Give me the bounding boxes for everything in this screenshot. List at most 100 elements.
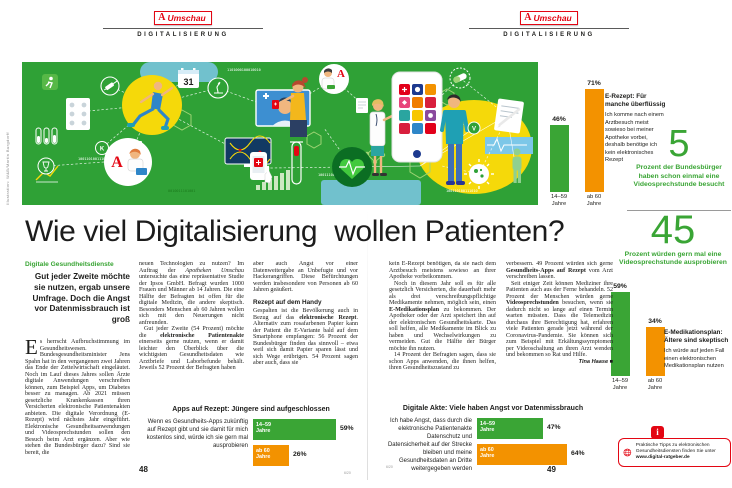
bar-group-ab-60: 34% ab 60 Jahre bbox=[641, 284, 669, 391]
logo-a-icon: A bbox=[524, 12, 532, 23]
chart-e-rezept: 46% 14–59 Jahre 71% ab 60 Jahre E-Rezept… bbox=[541, 80, 732, 214]
chart-bars: 14–59 Jahre 59% ab 60 Jahre 26% bbox=[253, 419, 354, 467]
bar-value-label: 59% bbox=[340, 425, 354, 433]
chart-statement: Wenn es Gesundheits-Apps zukünftig auf R… bbox=[146, 419, 248, 450]
header-rule bbox=[469, 28, 629, 29]
smartphone-app-grid bbox=[391, 71, 443, 163]
bar-group-ab-60: ab 60 Jahre 26% bbox=[253, 445, 354, 467]
document-icon bbox=[356, 98, 368, 113]
man-figure bbox=[440, 94, 469, 185]
article-column-3: aber auch Angst vor einer Datenweitergab… bbox=[253, 261, 358, 403]
article-column-1: Digitale Gesundheitsdienste Gut jeder Zw… bbox=[25, 261, 130, 473]
ecg-line bbox=[487, 137, 527, 153]
folio-mark-right: 6/20 bbox=[386, 465, 393, 469]
bar-group-ab-60: ab 60 Jahre 64% bbox=[477, 444, 585, 466]
image-credit: Illustration: W&B/Martin Burgdorff bbox=[5, 132, 10, 205]
bar-value-label: 47% bbox=[547, 424, 561, 432]
paragraph: neuen Technologien zu nutzen? Im Auftrag… bbox=[139, 261, 244, 326]
info-link[interactable]: www.digital-ratgeber.de bbox=[635, 455, 690, 461]
paragraph: kein E-Rezept benötigen, da sie nach dem… bbox=[389, 261, 496, 280]
info-box: Praktische Tipps zu elektronischen Gesun… bbox=[618, 438, 731, 467]
bar: 14–59 Jahre bbox=[477, 418, 543, 440]
app-tile-runner-icon bbox=[42, 74, 58, 90]
bar-value-label: 34% bbox=[648, 318, 662, 326]
bar bbox=[549, 125, 569, 192]
info-text: Praktische Tipps zu elektronischen Gesun… bbox=[636, 443, 726, 462]
stat-videosprechstunde-besucht: 5 Prozent der Bundesbürger haben schon e… bbox=[627, 125, 731, 190]
pharmacist-bubble: A bbox=[319, 64, 349, 94]
svg-text:A: A bbox=[337, 68, 345, 80]
stat-divider bbox=[627, 210, 731, 211]
bar-category-label: 14–59 Jahre bbox=[480, 420, 495, 434]
digital-health-illustration: 1101000100010010 10011010011101 10011100… bbox=[22, 62, 538, 205]
pill-blister-icon bbox=[66, 98, 90, 130]
svg-text:A: A bbox=[111, 154, 123, 171]
bar: ab 60 Jahre bbox=[477, 444, 567, 466]
stat-videosprechstunde-ausprobieren: 45 Prozent würden gern mal eine Videospr… bbox=[614, 210, 732, 268]
info-icon: i bbox=[651, 426, 664, 439]
svg-text:1101000100010010: 1101000100010010 bbox=[227, 68, 261, 72]
chart-caption: E-Rezept: Für manche überflüssig Ich kom… bbox=[605, 93, 669, 165]
page-number-left: 48 bbox=[139, 465, 148, 474]
chart-title: Digitale Akte: Viele haben Angst vor Dat… bbox=[402, 405, 584, 412]
chart-digitale-akte: Digitale Akte: Viele haben Angst vor Dat… bbox=[384, 405, 602, 474]
bar-group-14-59: 59% 14–59 Jahre bbox=[606, 283, 634, 391]
bar-group-14-59: 14–59 Jahre 47% bbox=[477, 418, 585, 440]
bar-category-label: ab 60 Jahre bbox=[647, 378, 663, 391]
article-column-5: verbessern. 49 Prozent würden sich gerne… bbox=[506, 261, 613, 403]
stat-text: Prozent der Bundesbürger haben schon ein… bbox=[633, 164, 725, 189]
chart-title: E-Rezept: Für manche überflüssig bbox=[605, 93, 666, 108]
chart-bars: 14–59 Jahre 47% ab 60 Jahre 64% bbox=[477, 418, 585, 466]
blue-patch bbox=[321, 180, 421, 205]
v-node-icon: V bbox=[467, 121, 481, 135]
doctor-figure bbox=[369, 99, 398, 176]
article-right-page: kein E-Rezept benötigen, da sie nach dem… bbox=[389, 261, 613, 404]
calendar-icon: 31 bbox=[178, 68, 199, 88]
article-left-page: Digitale Gesundheitsdienste Gut jeder Zw… bbox=[25, 261, 359, 473]
pill-capsule-icon bbox=[449, 67, 471, 89]
page-header-left: A Umschau DIGITALISIERUNG bbox=[63, 7, 303, 38]
syringe-icon bbox=[100, 76, 120, 96]
bar bbox=[645, 327, 665, 376]
bar-category-label: ab 60 Jahre bbox=[256, 447, 271, 461]
bar-value-label: 71% bbox=[587, 80, 601, 88]
paragraph: 14 Prozent der Befragten sagen, dass sie… bbox=[389, 352, 496, 371]
magazine-logo: A Umschau bbox=[520, 11, 578, 25]
page-title: Wie viel Digitalisierung wollen Patiente… bbox=[25, 215, 565, 248]
header-rule bbox=[103, 28, 263, 29]
stat-text: Prozent würden gern mal eine Videosprech… bbox=[619, 251, 727, 267]
bar: 14–59 Jahre bbox=[253, 419, 336, 441]
bar-group-14-59: 46% 14–59 Jahre bbox=[545, 80, 573, 207]
chart-statement: Ich habe Angst, dass durch die elektroni… bbox=[387, 418, 472, 472]
page-number-right: 49 bbox=[547, 465, 556, 474]
bar-value-label: 26% bbox=[293, 451, 307, 459]
bar-group-14-59: 14–59 Jahre 59% bbox=[253, 419, 354, 441]
bar-category-label: 14–59 Jahre bbox=[611, 378, 629, 391]
illustration-banner: 1101000100010010 10011010011101 10011100… bbox=[22, 62, 538, 205]
paragraph: Gut jeder Zweite (54 Prozent) möchte die… bbox=[139, 326, 244, 371]
chart-e-medikationsplan: 59% 14–59 Jahre 34% ab 60 Jahre E-Medika… bbox=[604, 283, 732, 400]
pharmacist-circle: A bbox=[104, 138, 152, 186]
chart-bars: 59% 14–59 Jahre 34% ab 60 Jahre bbox=[606, 283, 669, 391]
paragraph-text: s herrscht Aufbruchstimmung im Gesundhei… bbox=[25, 339, 130, 456]
bar-value-label: 64% bbox=[571, 450, 585, 458]
bar-chart-icon bbox=[256, 170, 290, 190]
test-tube-icon bbox=[290, 141, 303, 185]
magazine-logo: A Umschau bbox=[154, 11, 212, 25]
test-tubes-icon bbox=[35, 127, 58, 145]
microscope-icon bbox=[207, 77, 229, 99]
k-node-icon: K bbox=[95, 141, 109, 155]
phone-hand-icon bbox=[250, 152, 273, 184]
logo-word: Umschau bbox=[167, 12, 206, 23]
prescription-icon bbox=[494, 98, 524, 134]
dropcap: E bbox=[25, 335, 38, 360]
virus-icon bbox=[464, 159, 494, 189]
bar: ab 60 Jahre bbox=[253, 445, 289, 467]
person-silhouette-icon bbox=[512, 148, 522, 183]
info-text-body: Praktische Tipps zu elektronischen Gesun… bbox=[635, 443, 716, 455]
chart-apps-auf-rezept: Apps auf Rezept: Jüngere sind aufgeschlo… bbox=[138, 406, 364, 467]
svg-text:0010011101001: 0010011101001 bbox=[168, 189, 195, 193]
paragraph: Gespalten ist die Bevölkerung auch in Be… bbox=[253, 308, 358, 367]
